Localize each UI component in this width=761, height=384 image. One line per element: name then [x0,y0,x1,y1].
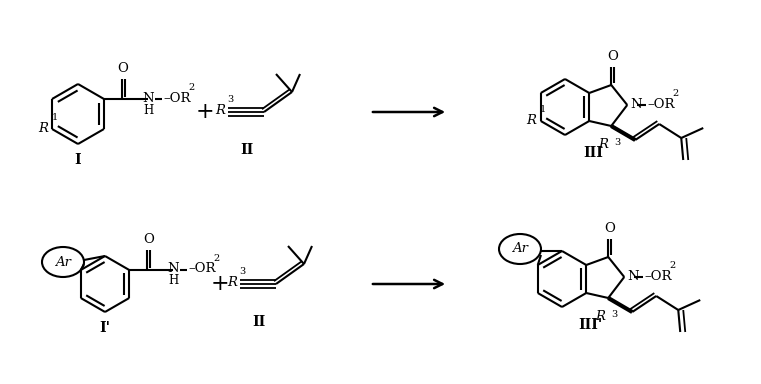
Text: III: III [583,146,603,160]
Text: R: R [227,275,237,288]
Text: H: H [168,275,178,288]
Text: R: R [38,121,48,134]
Text: 2: 2 [672,89,679,98]
Text: –OR: –OR [163,91,190,104]
Text: +: + [211,273,229,295]
Text: II: II [240,143,253,157]
Text: 3: 3 [611,310,617,319]
Text: R: R [595,310,605,323]
Text: 2: 2 [669,261,676,270]
Text: 2: 2 [188,83,194,92]
Text: –OR: –OR [188,263,216,275]
Text: I': I' [100,321,110,335]
Text: N: N [167,263,179,275]
Text: O: O [603,222,615,235]
Text: III': III' [578,318,602,332]
Text: II: II [253,315,266,329]
Text: O: O [607,50,618,63]
Text: N: N [627,270,639,283]
Text: +: + [196,101,215,123]
Text: 3: 3 [614,138,620,147]
Text: N: N [630,98,642,111]
Text: H: H [143,104,153,116]
Text: R: R [598,137,608,151]
Text: 3: 3 [227,95,234,104]
Text: Ar: Ar [512,243,528,255]
Text: 1: 1 [540,105,546,114]
Text: Ar: Ar [55,255,71,268]
Text: 2: 2 [213,254,219,263]
Text: N: N [142,91,154,104]
Text: 1: 1 [52,113,59,122]
Text: R: R [215,104,225,116]
Text: O: O [143,233,154,246]
Text: –OR: –OR [645,270,672,283]
Text: –OR: –OR [648,98,675,111]
Text: O: O [117,62,129,75]
Text: 3: 3 [239,267,245,276]
Text: I: I [75,153,81,167]
Text: R: R [526,114,536,126]
